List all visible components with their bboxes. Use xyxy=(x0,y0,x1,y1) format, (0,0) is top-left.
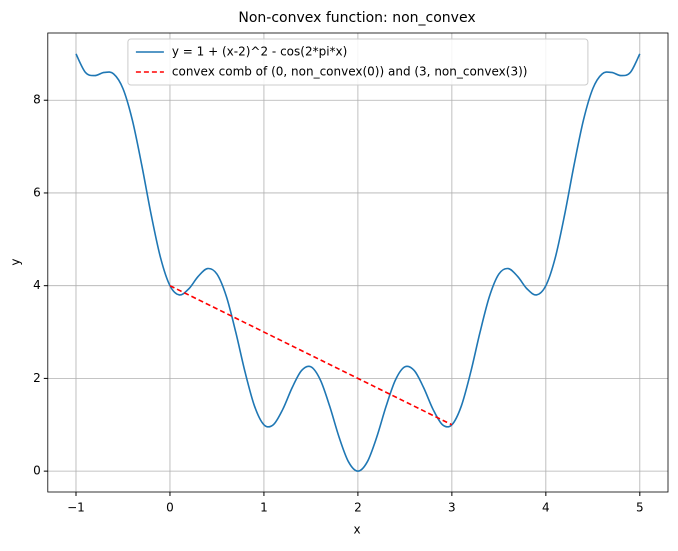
legend-box xyxy=(127,38,589,86)
axes-frame xyxy=(47,32,669,493)
x-tick-label: 1 xyxy=(260,501,268,515)
x-tick-label: 5 xyxy=(636,501,644,515)
series-line xyxy=(169,284,453,426)
legend-label: convex comb of (0, non_convex(0)) and (3… xyxy=(172,65,528,79)
x-tick-label: 0 xyxy=(166,501,174,515)
x-tick-label: 3 xyxy=(448,501,456,515)
chart-title: Non-convex function: non_convex xyxy=(238,10,475,26)
x-tick-label: 2 xyxy=(354,501,362,515)
y-tick-label: 8 xyxy=(33,93,41,107)
y-tick-label: 0 xyxy=(33,464,41,478)
y-tick-label: 2 xyxy=(33,371,41,385)
x-tick-label: −1 xyxy=(67,501,85,515)
y-tick-label: 4 xyxy=(33,278,41,292)
x-tick-label: 4 xyxy=(542,501,550,515)
legend-label: y = 1 + (x-2)^2 - cos(2*pi*x) xyxy=(172,45,347,59)
x-axis-label: x xyxy=(353,523,360,537)
legend: y = 1 + (x-2)^2 - cos(2*pi*x) convex comb… xyxy=(127,38,589,86)
y-tick-label: 6 xyxy=(33,185,41,199)
y-axis-label: y xyxy=(9,258,23,265)
